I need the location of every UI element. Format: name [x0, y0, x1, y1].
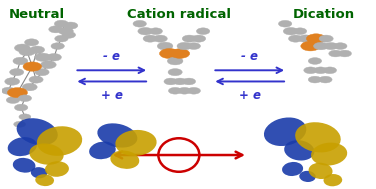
Circle shape	[164, 78, 177, 85]
Circle shape	[8, 88, 27, 98]
Circle shape	[159, 49, 180, 59]
Circle shape	[304, 67, 317, 74]
Circle shape	[149, 28, 162, 35]
Circle shape	[35, 53, 51, 61]
Circle shape	[49, 26, 63, 33]
Circle shape	[55, 35, 68, 42]
Circle shape	[334, 43, 347, 50]
Circle shape	[30, 46, 45, 53]
Circle shape	[314, 42, 328, 50]
Ellipse shape	[295, 122, 341, 153]
Circle shape	[170, 49, 190, 58]
Text: - e: - e	[103, 50, 120, 63]
Circle shape	[41, 61, 56, 69]
Circle shape	[14, 44, 30, 52]
Text: Neutral: Neutral	[9, 8, 65, 21]
Circle shape	[64, 22, 78, 29]
Circle shape	[177, 42, 192, 50]
Circle shape	[278, 20, 292, 27]
Ellipse shape	[264, 118, 306, 146]
Text: Cation radical: Cation radical	[127, 8, 231, 21]
Circle shape	[18, 95, 32, 101]
Circle shape	[288, 35, 303, 42]
Text: + e: + e	[101, 89, 123, 102]
Circle shape	[168, 88, 182, 94]
Circle shape	[283, 27, 298, 35]
Circle shape	[196, 28, 210, 35]
Circle shape	[298, 35, 313, 42]
Ellipse shape	[37, 126, 82, 156]
Ellipse shape	[323, 174, 342, 186]
Circle shape	[23, 62, 42, 71]
Circle shape	[314, 67, 327, 74]
Ellipse shape	[89, 142, 116, 159]
Circle shape	[178, 88, 191, 94]
Circle shape	[323, 67, 337, 74]
Circle shape	[10, 69, 24, 76]
Circle shape	[22, 83, 37, 91]
Ellipse shape	[29, 143, 64, 165]
Circle shape	[19, 114, 31, 120]
Circle shape	[24, 39, 39, 46]
Ellipse shape	[110, 150, 139, 169]
Circle shape	[187, 43, 200, 50]
Circle shape	[2, 87, 15, 94]
Circle shape	[13, 57, 28, 65]
Circle shape	[173, 78, 187, 85]
Ellipse shape	[115, 130, 157, 156]
Ellipse shape	[45, 161, 69, 177]
Ellipse shape	[299, 171, 316, 182]
Ellipse shape	[17, 118, 58, 145]
Circle shape	[301, 41, 320, 51]
Ellipse shape	[282, 162, 303, 176]
Circle shape	[319, 76, 332, 83]
Text: + e: + e	[239, 89, 261, 102]
Circle shape	[308, 58, 321, 64]
Circle shape	[6, 97, 20, 103]
Ellipse shape	[13, 158, 35, 173]
Circle shape	[47, 53, 61, 61]
Circle shape	[157, 42, 173, 50]
Circle shape	[62, 32, 76, 38]
Ellipse shape	[97, 123, 137, 148]
Circle shape	[51, 43, 64, 50]
Circle shape	[168, 69, 182, 76]
Circle shape	[308, 76, 321, 83]
Circle shape	[35, 69, 49, 76]
Circle shape	[187, 88, 200, 94]
Circle shape	[293, 28, 307, 35]
Circle shape	[182, 35, 196, 42]
Circle shape	[58, 27, 73, 35]
Circle shape	[338, 50, 352, 57]
Ellipse shape	[311, 143, 347, 166]
Circle shape	[29, 76, 43, 83]
Circle shape	[5, 78, 20, 85]
Circle shape	[55, 20, 68, 27]
Circle shape	[182, 78, 196, 85]
Circle shape	[14, 121, 26, 127]
Ellipse shape	[8, 137, 37, 156]
Circle shape	[329, 50, 342, 57]
Circle shape	[167, 57, 183, 65]
Circle shape	[319, 35, 333, 42]
Circle shape	[143, 35, 157, 42]
Circle shape	[153, 35, 167, 42]
Circle shape	[19, 48, 35, 56]
Circle shape	[138, 27, 153, 35]
Ellipse shape	[35, 174, 54, 186]
Text: - e: - e	[241, 50, 258, 63]
Text: Dication: Dication	[293, 8, 355, 21]
Circle shape	[191, 35, 206, 42]
Circle shape	[306, 34, 326, 43]
Circle shape	[14, 104, 28, 111]
Ellipse shape	[284, 140, 314, 160]
Circle shape	[133, 20, 146, 27]
Circle shape	[324, 43, 338, 50]
Ellipse shape	[31, 167, 47, 178]
Ellipse shape	[309, 163, 332, 179]
